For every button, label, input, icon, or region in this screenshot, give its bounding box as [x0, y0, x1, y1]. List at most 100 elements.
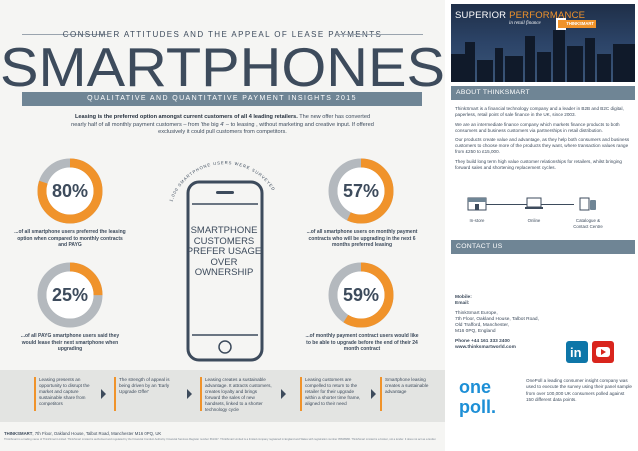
step-1: Leasing presents an opportunity to disru… [39, 377, 90, 406]
address-line: Old Trafford, Manchester, [455, 323, 510, 329]
hero-title-1: SUPERIOR [455, 10, 507, 21]
page-subtitle: CONSUMER ATTITUDES AND THE APPEAL OF LEA… [62, 30, 383, 39]
about-paragraph: ThinkSmart is a financial technology com… [455, 106, 624, 117]
step-2: The strength of appeal is being driven b… [119, 377, 170, 394]
address-line: M16 0PQ, England [455, 329, 496, 335]
ring-center [46, 271, 94, 319]
stat-circle-4: 59% [326, 260, 396, 330]
phone-message: SMARTPHONE CUSTOMERS PREFER USAGE OVER O… [186, 225, 262, 278]
onepoll-word-2: poll. [459, 397, 496, 417]
chevron-right-icon [371, 389, 376, 399]
channel-label: In-store [469, 218, 485, 223]
step-accent [200, 377, 202, 411]
building [525, 36, 535, 82]
stat-caption: ...of monthly payment contract users wou… [305, 333, 419, 352]
thinksmart-logo-icon [556, 18, 566, 30]
phone-number: Phone +44 161 333 2400 [455, 338, 510, 344]
stat-value: 80% [51, 181, 89, 201]
page-title: SMARTPHONES [0, 36, 445, 98]
address-line: 7th Floor, Oakland House, Talbot Road, [455, 316, 539, 322]
youtube-icon[interactable] [592, 341, 614, 363]
stat-caption: ...of all smartphone users on monthly pa… [306, 229, 418, 248]
ring-fill [328, 158, 394, 224]
svg-text:in: in [570, 345, 582, 360]
ring-fill [37, 262, 103, 328]
chevron-right-icon [101, 389, 106, 399]
phone-speaker [216, 191, 234, 194]
onepoll-description: OnePoll a leading consumer insight compa… [526, 378, 632, 402]
about-paragraph: We are an intermediate finance company w… [455, 121, 620, 133]
about-paragraph: Our products create value and advantage,… [455, 137, 630, 154]
about-paragraph: They build long term high value customer… [455, 158, 622, 170]
footer-address: THINKSMART, 7th Floor, Oakland House, Ta… [4, 431, 161, 436]
channel-label: Online [527, 218, 541, 223]
hero-title-2: PERFORMANCE [509, 10, 586, 21]
building [465, 42, 475, 82]
footer-legal: ThinkSmart is a trading name of ThinkSma… [4, 438, 437, 441]
step-accent [114, 377, 116, 411]
hero-title: SUPERIOR PERFORMANCE [455, 10, 585, 21]
about-heading: ABOUT THINKSMART [451, 86, 635, 100]
ring-fill [328, 262, 394, 328]
onepoll-word-1: one [459, 377, 491, 397]
smartphone-illustration: 1,000 SMARTPHONE USERS WERE SURVEYED [168, 160, 276, 362]
stat-ring [37, 262, 103, 328]
stat-caption: ...of all smartphone users preferred the… [14, 229, 126, 248]
ring-center [337, 271, 385, 319]
building [477, 60, 493, 82]
ring-center [337, 167, 385, 215]
stat-circle-3: 25% [35, 260, 105, 330]
address-line: ThinkSmart Europe, [455, 310, 498, 316]
ring-center [46, 167, 94, 215]
thinksmart-logo: THINKSMART [564, 20, 596, 28]
section-banner: QUALITATIVE AND QUANTITATIVE PAYMENT INS… [22, 92, 422, 106]
contact-details: Mobile: Email: ThinkSmart Europe, 7th Fl… [455, 295, 567, 351]
stat-ring [328, 158, 394, 224]
building [613, 44, 635, 82]
building [567, 46, 583, 82]
stat-ring [37, 158, 103, 224]
chevron-right-icon [187, 389, 192, 399]
phone-home-button [218, 340, 232, 354]
chevron-right-icon [281, 389, 286, 399]
ring-fill [37, 158, 103, 224]
step-3: Leasing creates a sustainable advantage.… [205, 377, 272, 412]
step-accent [380, 377, 382, 411]
building [553, 30, 565, 82]
catalogue-phone-icon [579, 197, 596, 211]
intro-bold: Leasing is the preferred option amongst … [74, 114, 298, 120]
divider [22, 34, 107, 35]
store-icon [467, 197, 487, 211]
stat-circle-1: 80% [35, 156, 105, 226]
step-accent [34, 377, 36, 411]
hero-image: SUPERIOR PERFORMANCE in retail finance [451, 4, 635, 82]
step-accent [300, 377, 302, 411]
email-label: Email: [455, 301, 470, 307]
stat-value: 59% [342, 285, 380, 305]
footer-address-text: , 7th Floor, Oakland House, Talbot Road,… [32, 431, 162, 436]
intro-rest: The new offer has converted nearly half … [71, 114, 374, 136]
phone-body [186, 180, 264, 362]
stat-value: 57% [342, 181, 380, 201]
contact-heading: CONTACT US [451, 240, 635, 254]
stat-caption: ...of all PAYG smartphone users said the… [20, 333, 120, 352]
website-link[interactable]: www.thinksmartworld.com [455, 345, 516, 351]
stat-circle-2: 57% [326, 156, 396, 226]
insights-strip [0, 370, 445, 422]
building [495, 48, 503, 82]
building [585, 38, 595, 82]
channel-connector [474, 204, 574, 205]
building [537, 52, 551, 82]
stat-value: 25% [51, 285, 89, 305]
laptop-icon [525, 197, 543, 209]
footer-company: THINKSMART [4, 431, 33, 436]
intro-text: Leasing is the preferred option amongst … [70, 114, 375, 137]
stat-ring [328, 262, 394, 328]
building [451, 54, 465, 82]
about-text: ThinkSmart is a financial technology com… [455, 106, 630, 174]
linkedin-icon[interactable]: in [566, 341, 588, 363]
channel-label: Catalogue & Contact Centre [573, 218, 603, 229]
onepoll-logo: one poll. [459, 377, 496, 417]
step-4: Leasing customers are compelled to retur… [305, 377, 361, 406]
building [597, 54, 611, 82]
